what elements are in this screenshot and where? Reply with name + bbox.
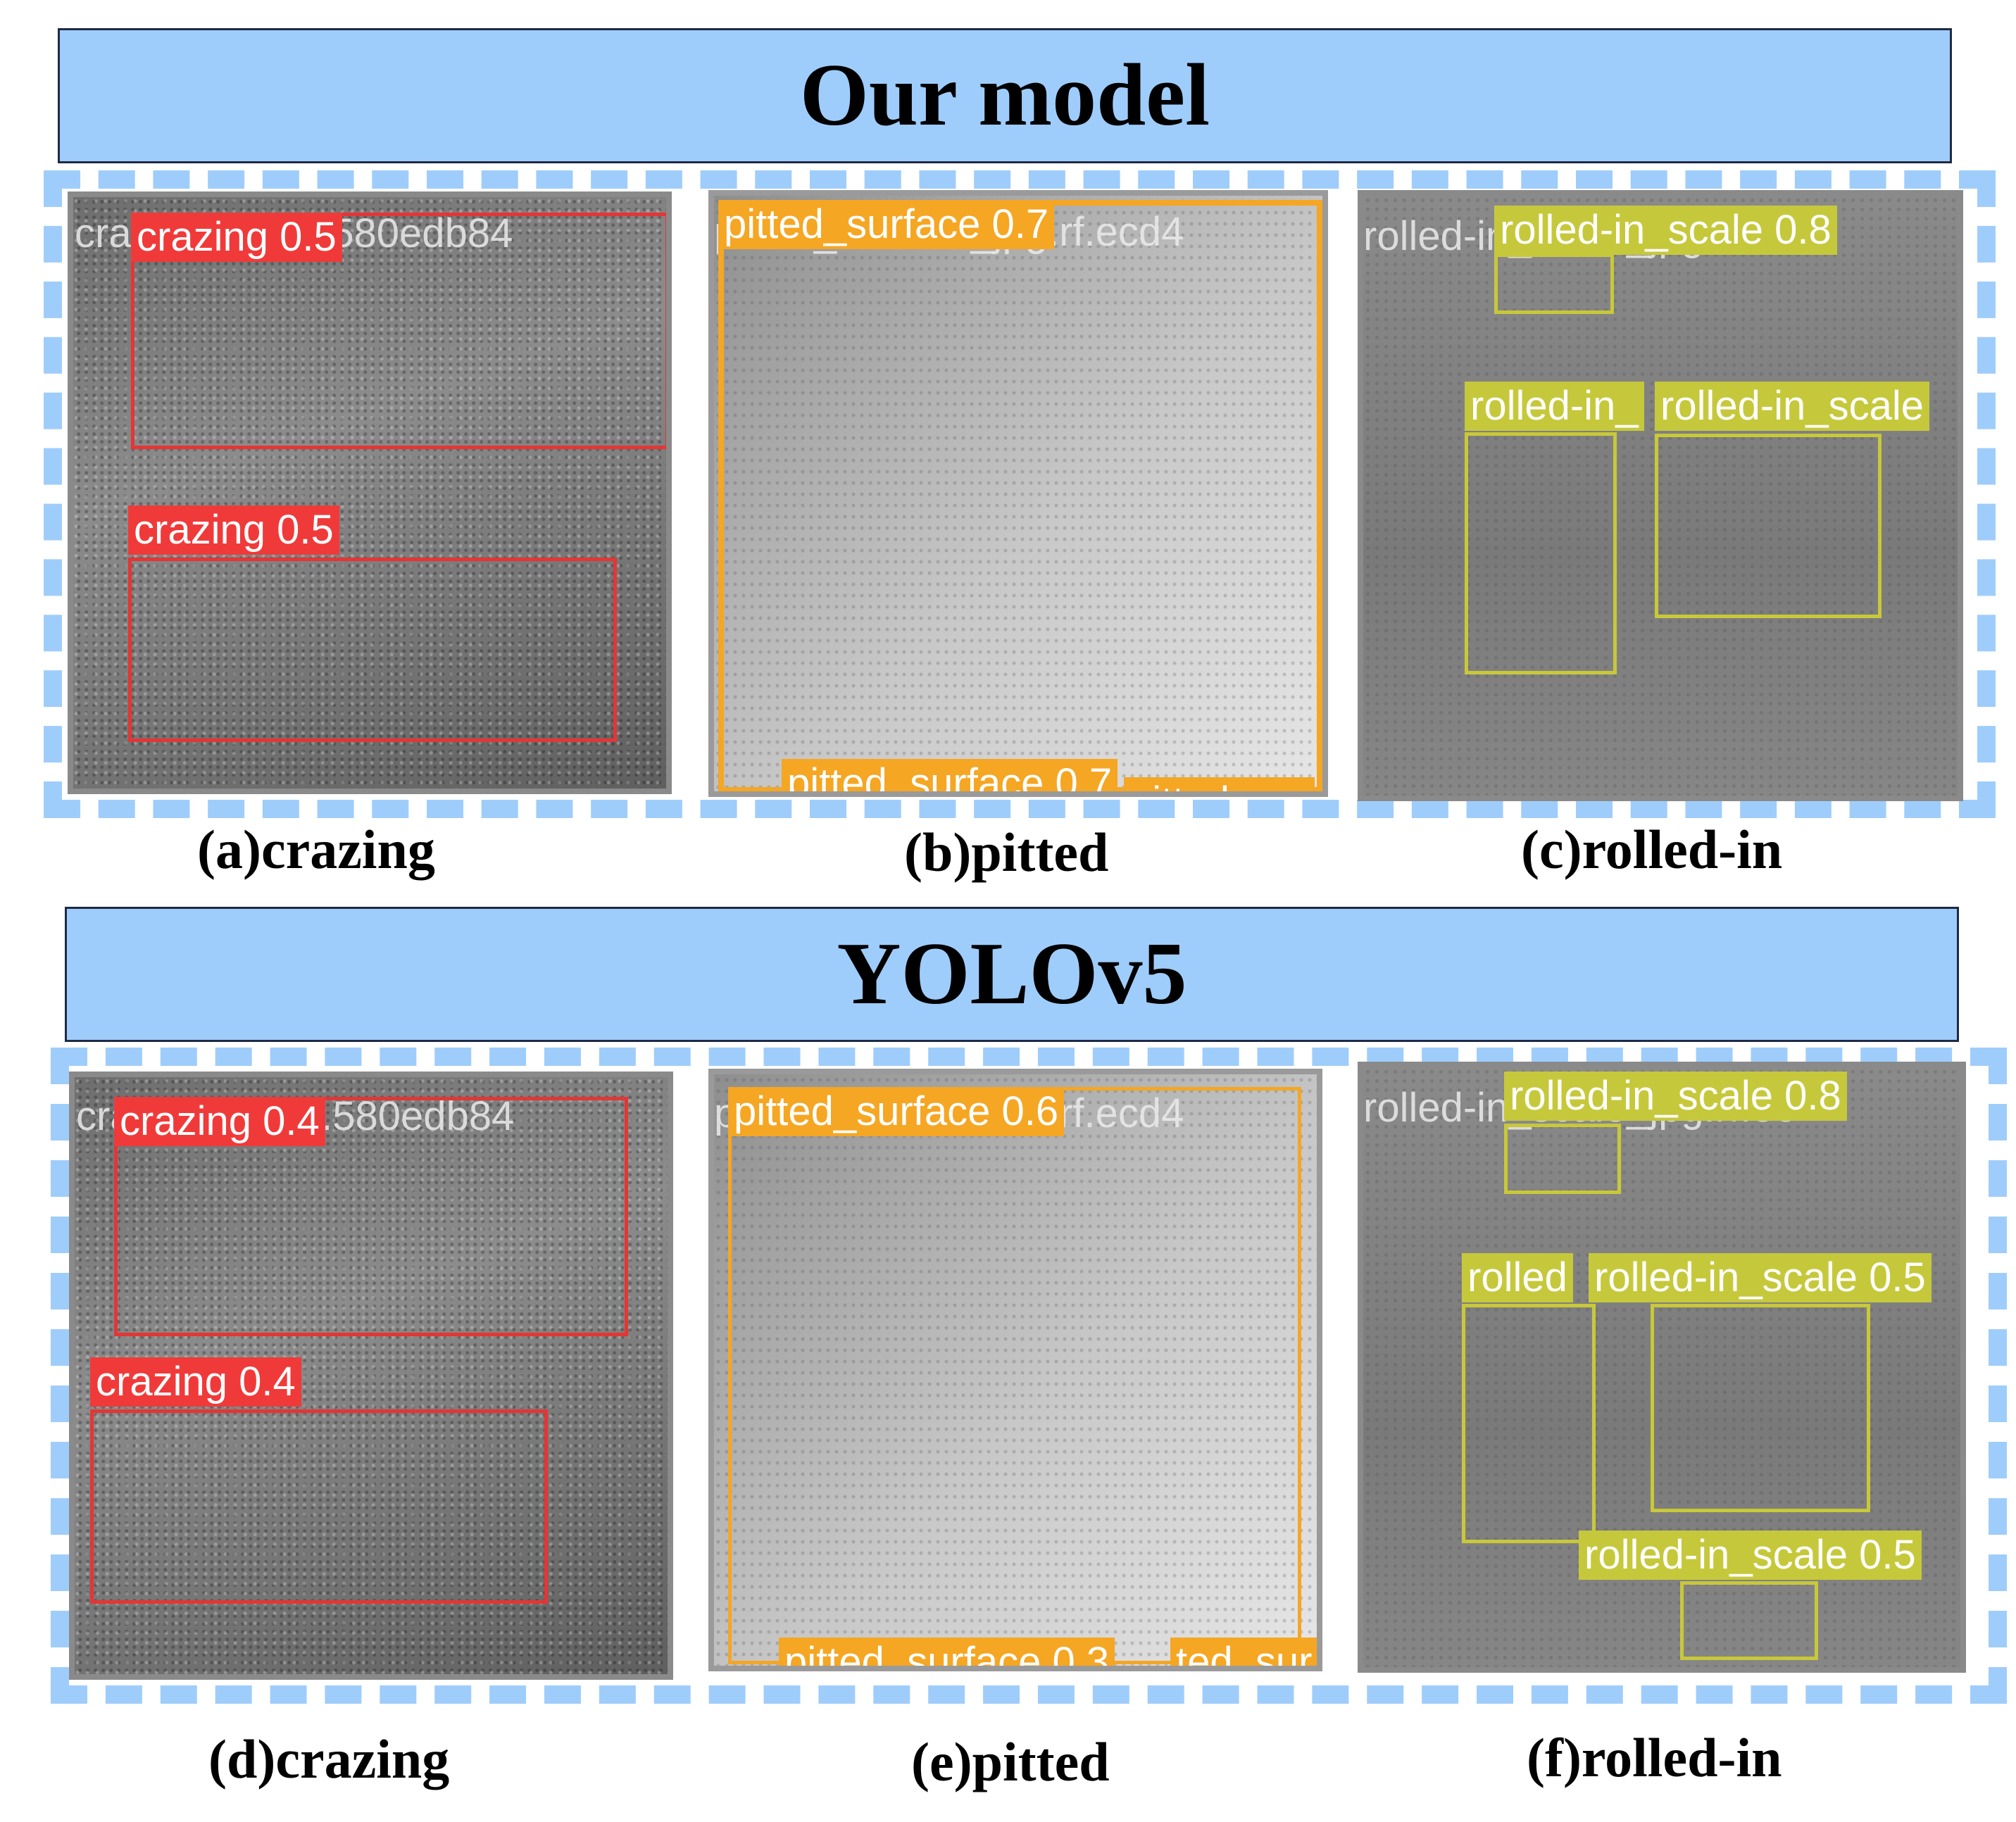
caption-b: (b)pitted bbox=[904, 822, 1109, 883]
detection-label: rolled-in_scale 0.5 bbox=[1579, 1531, 1922, 1580]
caption-a: (a)crazing bbox=[197, 819, 435, 880]
title-banner-yolov5: YOLOv5 bbox=[65, 907, 1959, 1042]
detection-box bbox=[1465, 432, 1617, 674]
detection-label: rolled-in_scale 0.5 bbox=[1589, 1253, 1932, 1302]
caption-f: (f)rolled-in bbox=[1527, 1727, 1782, 1788]
detection-box bbox=[1655, 434, 1882, 618]
detection-box bbox=[728, 1087, 1301, 1664]
detection-label: pitted_surface 0.3 bbox=[779, 1638, 1115, 1666]
detection-label: pitted_surface 0.7 bbox=[718, 200, 1055, 249]
panel-c-image: rolled-in_scale_jpg.rf.8e rolled-in_scal… bbox=[1358, 190, 1963, 801]
panel-f-image: rolled-in_scale_jpg.rf.8e rolled-in_scal… bbox=[1358, 1062, 1966, 1673]
detection-label: rolled-in_scale bbox=[1655, 382, 1929, 431]
detection-label: rolled-in_ bbox=[1465, 382, 1644, 431]
detection-box bbox=[128, 558, 617, 742]
detection-box bbox=[1494, 253, 1614, 314]
detection-label: pitted_sur bbox=[1124, 777, 1315, 791]
detection-label: rolled-in_scale 0.8 bbox=[1504, 1072, 1847, 1121]
detection-box bbox=[1462, 1304, 1596, 1543]
dashed-frame-top bbox=[44, 170, 1996, 818]
caption-c: (c)rolled-in bbox=[1521, 819, 1783, 880]
detection-label: rolled bbox=[1462, 1253, 1573, 1302]
detection-label: pitted_surface 0.7 bbox=[782, 759, 1118, 791]
detection-box bbox=[90, 1409, 548, 1604]
title-banner-our-model: Our model bbox=[58, 28, 1952, 163]
panel-a-image: crazing_jpg.rf.580edb84 crazing 0.5 craz… bbox=[68, 191, 672, 794]
detection-label: rolled-in_scale 0.8 bbox=[1494, 206, 1837, 255]
detection-label: crazing 0.5 bbox=[131, 213, 342, 262]
detection-label: pitted_surface 0.6 bbox=[728, 1087, 1065, 1136]
caption-e: (e)pitted bbox=[911, 1731, 1110, 1792]
detection-box bbox=[131, 213, 666, 449]
detection-label: ted_sur bbox=[1170, 1638, 1317, 1666]
dashed-frame-bottom bbox=[51, 1048, 2007, 1704]
section-title: YOLOv5 bbox=[837, 925, 1187, 1023]
detection-box bbox=[114, 1097, 628, 1336]
detection-label: crazing 0.4 bbox=[114, 1097, 325, 1146]
detection-label: crazing 0.5 bbox=[128, 505, 339, 555]
detection-label: crazing 0.4 bbox=[90, 1357, 301, 1407]
caption-d: (d)crazing bbox=[208, 1728, 450, 1790]
panel-b-image: pitted_surface_jpg.rf.ecd4 pitted_surfac… bbox=[708, 190, 1328, 797]
detection-box bbox=[1651, 1304, 1870, 1512]
panel-d-image: crazing_jpg.rf.580edb84 crazing 0.4 craz… bbox=[69, 1072, 673, 1680]
detection-box bbox=[718, 200, 1322, 791]
detection-box bbox=[1680, 1581, 1818, 1660]
panel-e-image: pitted_surface_jpg.rf.ecd4 pitted_surfac… bbox=[708, 1069, 1322, 1671]
section-title: Our model bbox=[799, 46, 1210, 144]
detection-box bbox=[1504, 1124, 1621, 1194]
